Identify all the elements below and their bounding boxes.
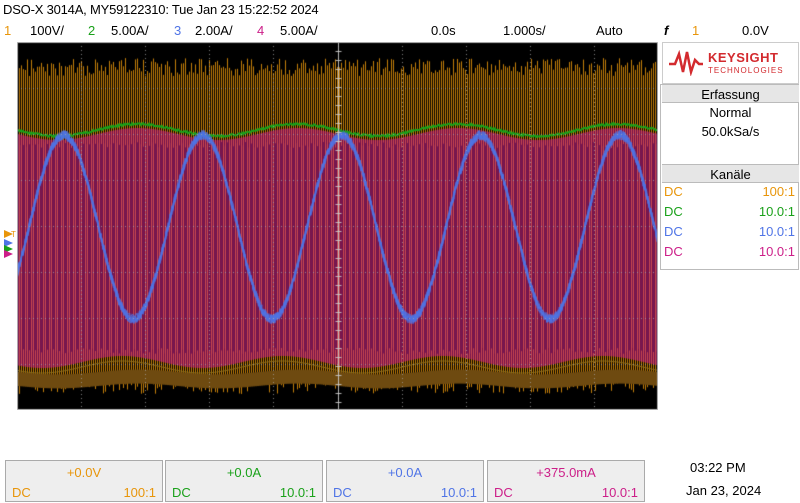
acquisition-rate: 50.0kSa/s [662, 124, 799, 139]
waveform-canvas [17, 42, 658, 410]
channel-coupling: DC [664, 242, 683, 262]
channel-row-4[interactable]: DC 10.0:1 [664, 242, 795, 262]
channel-row-2[interactable]: DC 10.0:1 [664, 202, 795, 222]
channel-coupling: DC [494, 485, 513, 500]
channel-offset: +375.0mA [488, 465, 644, 480]
time-scale[interactable]: 1.000s/ [503, 23, 546, 38]
ch4-scale[interactable]: 5.00A/ [280, 23, 318, 38]
channel-coupling: DC [172, 485, 191, 500]
channel-row-3[interactable]: DC 10.0:1 [664, 222, 795, 242]
ch1-scale[interactable]: 100V/ [30, 23, 64, 38]
bottom-channel-2[interactable]: +0.0A DC 10.0:1 [165, 460, 323, 502]
ch2-scale[interactable]: 5.00A/ [111, 23, 149, 38]
channel-row-1[interactable]: DC 100:1 [664, 182, 795, 202]
bottom-channel-3[interactable]: +0.0A DC 10.0:1 [326, 460, 484, 502]
keysight-wave-logo-icon [668, 50, 704, 76]
ch3-scale[interactable]: 2.00A/ [195, 23, 233, 38]
channel-coupling: DC [664, 202, 683, 222]
bottom-channel-1[interactable]: +0.0V DC 100:1 [5, 460, 163, 502]
ch3-number[interactable]: 3 [174, 23, 181, 38]
channel-probe: 10.0:1 [759, 222, 795, 242]
window-title: DSO-X 3014A, MY59122310: Tue Jan 23 15:2… [3, 2, 318, 17]
channel-coupling: DC [12, 485, 31, 500]
channel-ground-markers[interactable]: T [4, 228, 18, 260]
svg-text:T: T [11, 230, 16, 239]
bottom-channel-4[interactable]: +375.0mA DC 10.0:1 [487, 460, 645, 502]
channel-probe: 10.0:1 [759, 202, 795, 222]
ch4-number[interactable]: 4 [257, 23, 264, 38]
channel-offset: +0.0A [327, 465, 483, 480]
time-delay[interactable]: 0.0s [431, 23, 456, 38]
ch2-number[interactable]: 2 [88, 23, 95, 38]
acquisition-header[interactable]: Erfassung [662, 84, 799, 103]
channels-header[interactable]: Kanäle [662, 164, 799, 183]
brand-name: KEYSIGHT [708, 50, 778, 65]
channel-probe: 100:1 [762, 182, 795, 202]
trigger-channel[interactable]: 1 [692, 23, 699, 38]
bottom-channel-bar: +0.0V DC 100:1 +0.0A DC 10.0:1 +0.0A DC … [0, 458, 652, 503]
trigger-edge-icon: f [664, 23, 668, 38]
channel-offset: +0.0V [6, 465, 162, 480]
trigger-level[interactable]: 0.0V [742, 23, 769, 38]
channel-offset: +0.0A [166, 465, 322, 480]
channel-coupling: DC [333, 485, 352, 500]
channel-probe: 10.0:1 [280, 485, 316, 500]
channel-probe: 10.0:1 [759, 242, 795, 262]
waveform-display[interactable] [17, 42, 658, 410]
channel-probe: 10.0:1 [441, 485, 477, 500]
channel-coupling: DC [664, 182, 683, 202]
channel-probe: 10.0:1 [602, 485, 638, 500]
brand-sub: TECHNOLOGIES [708, 66, 784, 75]
acquisition-mode: Normal [662, 105, 799, 120]
trigger-mode[interactable]: Auto [596, 23, 623, 38]
clock-date: Jan 23, 2024 [686, 483, 761, 498]
clock-time: 03:22 PM [690, 460, 746, 475]
channel-probe: 100:1 [123, 485, 156, 500]
ch1-number[interactable]: 1 [4, 23, 11, 38]
channel-coupling: DC [664, 222, 683, 242]
